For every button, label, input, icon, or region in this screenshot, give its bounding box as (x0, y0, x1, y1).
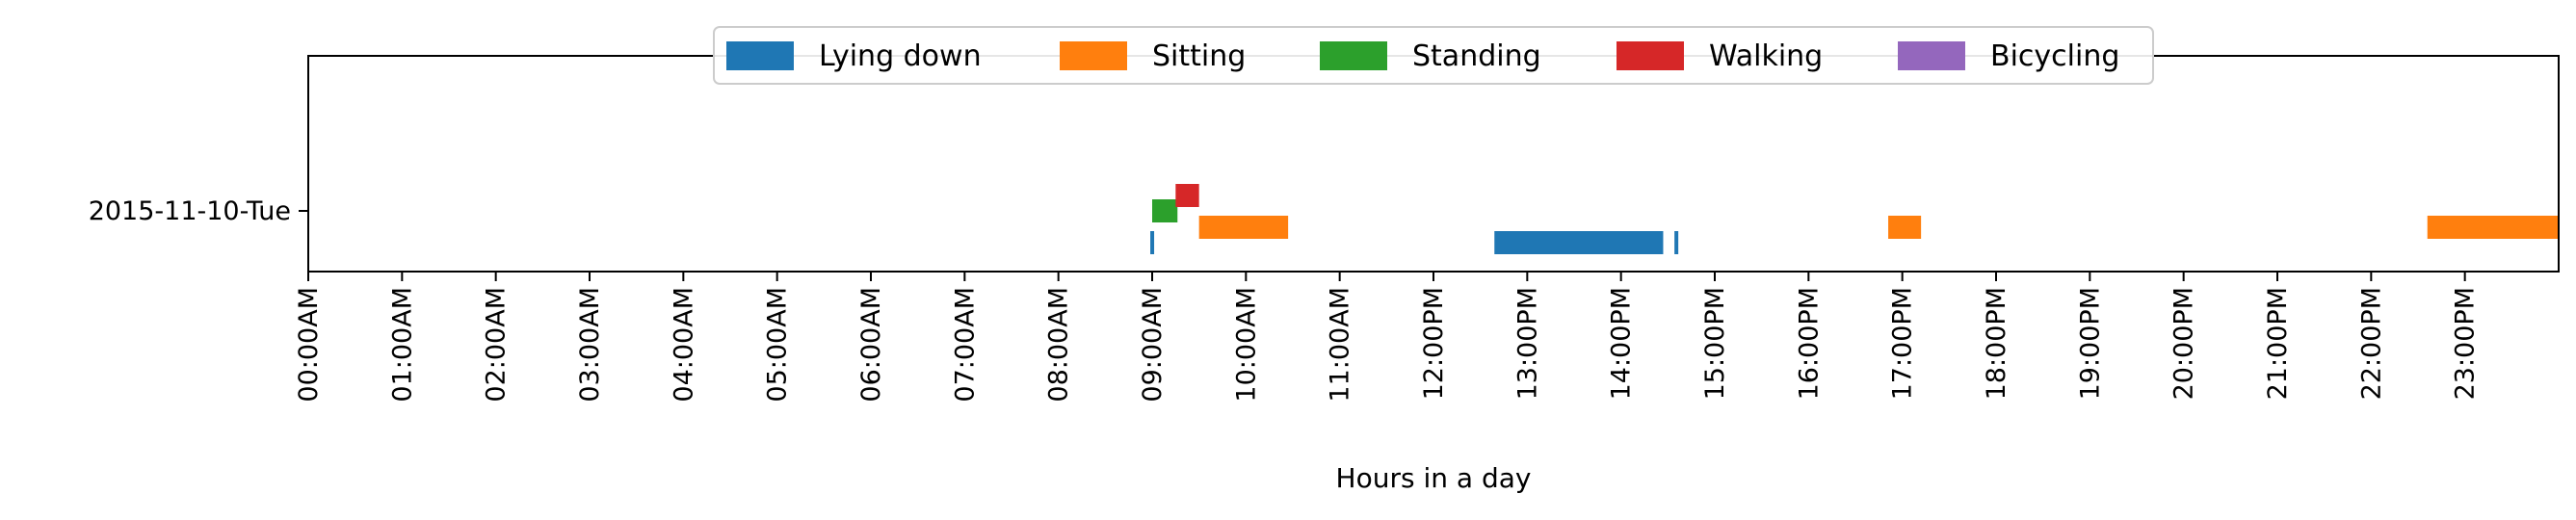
bar-lying-down-3 (1674, 231, 1679, 254)
x-tick-label: 06:00AM (856, 287, 886, 403)
x-tick-label: 22:00PM (2356, 287, 2386, 400)
x-tick-label: 12:00PM (1419, 287, 1449, 400)
x-tick-label: 11:00AM (1326, 287, 1355, 403)
legend-label-walking: Walking (1709, 39, 1823, 73)
x-tick-label: 10:00AM (1231, 287, 1261, 403)
legend: Lying down Sitting Standing Walking Bicyclin… (713, 26, 2154, 85)
x-tick-label: 05:00AM (763, 287, 793, 403)
x-tick-label: 14:00PM (1607, 287, 1637, 400)
bar-lying-down-1 (1150, 231, 1155, 254)
bar-walking-1 (1175, 184, 1199, 207)
plot-frame (307, 55, 2560, 273)
x-tick-label: 18:00PM (1982, 287, 2011, 400)
x-tick-label: 19:00PM (2075, 287, 2105, 400)
x-tick-label: 16:00PM (1794, 287, 1824, 400)
x-tick-label: 23:00PM (2451, 287, 2481, 400)
legend-label-sitting: Sitting (1152, 39, 1246, 73)
x-tick-label: 07:00AM (950, 287, 980, 403)
bar-sitting-2 (1888, 216, 1922, 239)
legend-swatch-lying-down (726, 41, 794, 70)
x-tick-label: 20:00PM (2169, 287, 2199, 400)
y-tick-label: 2015-11-10-Tue (89, 196, 291, 226)
x-axis-label: Hours in a day (1336, 462, 1532, 494)
legend-swatch-bicycling (1898, 41, 1965, 70)
x-tick-label: 03:00AM (575, 287, 605, 403)
x-tick-label: 17:00PM (1888, 287, 1918, 400)
legend-swatch-walking (1617, 41, 1684, 70)
x-tick-label: 15:00PM (1700, 287, 1730, 400)
x-tick-label: 02:00AM (482, 287, 512, 403)
x-tick-label: 21:00PM (2263, 287, 2293, 400)
x-tick-label: 13:00PM (1512, 287, 1542, 400)
legend-label-bicycling: Bicycling (1990, 39, 2119, 73)
x-tick-label: 09:00AM (1138, 287, 1168, 403)
bar-standing-1 (1152, 199, 1178, 222)
x-tick-label: 04:00AM (669, 287, 698, 403)
bar-lying-down-2 (1494, 231, 1664, 254)
legend-swatch-standing (1320, 41, 1387, 70)
x-axis: 00:00AM 01:00AM 02:00AM 03:00AM 04:00AM 05:00… (294, 272, 2481, 403)
legend-label-lying-down: Lying down (819, 39, 982, 73)
bars-layer (1150, 184, 2559, 254)
x-tick-label: 00:00AM (294, 287, 324, 403)
bar-sitting-3 (2427, 216, 2559, 239)
legend-label-standing: Standing (1412, 39, 1541, 73)
legend-swatch-sitting (1060, 41, 1127, 70)
bar-sitting-1 (1198, 216, 1289, 239)
x-tick-label: 01:00AM (387, 287, 417, 403)
x-tick-label: 08:00AM (1044, 287, 1074, 403)
y-axis: 2015-11-10-Tue (89, 196, 308, 226)
